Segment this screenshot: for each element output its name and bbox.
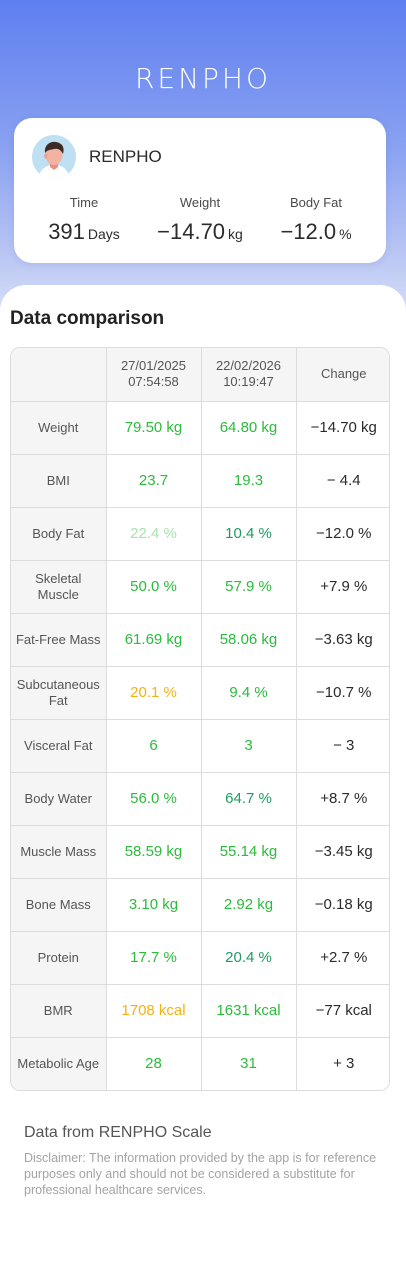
table-row: Muscle Mass 58.59 kg 55.14 kg −3.45 kg [11, 824, 389, 879]
table-row: Bone Mass 3.10 kg 2.92 kg −0.18 kg [11, 877, 389, 932]
row-value-date-1: 3.10 kg [105, 877, 202, 932]
row-metric-label: Weight [11, 400, 107, 455]
row-change: − 3 [295, 718, 389, 773]
row-change: + 3 [295, 1036, 389, 1090]
stat-weight-unit: kg [228, 226, 243, 242]
row-change: −0.18 kg [295, 877, 389, 932]
row-value-date-2: 31 [200, 1036, 297, 1090]
header-change: Change [295, 348, 389, 402]
table-row: Visceral Fat 6 3− 3 [11, 718, 389, 773]
row-value-date-2: 57.9 % [200, 559, 297, 614]
row-value-date-1: 50.0 % [105, 559, 202, 614]
row-value-date-1: 79.50 kg [105, 400, 202, 455]
comparison-table: 27/01/2025 07:54:58 22/02/2026 10:19:47 … [10, 347, 390, 1091]
row-value-date-1: 23.7 [105, 453, 202, 508]
row-value-date-2: 64.7 % [200, 771, 297, 826]
header-date-2-date: 22/02/2026 [215, 358, 282, 374]
row-value-date-1: 6 [105, 718, 202, 773]
row-metric-label: Skeletal Muscle [11, 559, 107, 614]
footer-source: Data from RENPHO Scale [24, 1124, 212, 1141]
header-date-1: 27/01/2025 07:54:58 [105, 348, 202, 402]
row-change: −14.70 kg [295, 400, 389, 455]
stat-body-fat: Body Fat −12.0% [254, 195, 378, 245]
table-row: Skeletal Muscle 50.0 % 57.9 % +7.9 % [11, 559, 389, 614]
row-metric-label: Fat-Free Mass [11, 612, 107, 667]
stat-time-value: 391 [48, 219, 85, 244]
stat-weight-value: −14.70 [157, 219, 226, 244]
stat-weight-label: Weight [179, 195, 221, 210]
header-metric [11, 348, 107, 402]
row-value-date-2: 10.4 % [200, 506, 297, 561]
row-value-date-1: 20.1 % [105, 665, 202, 720]
row-value-date-1: 28 [105, 1036, 202, 1090]
table-row: Subcutaneous Fat 20.1 % 9.4 % −10.7 % [11, 665, 389, 720]
row-value-date-1: 1708 kcal [105, 983, 202, 1038]
table-row: Weight 79.50 kg 64.80 kg −14.70 kg [11, 400, 389, 455]
row-value-date-2: 9.4 % [200, 665, 297, 720]
header-date-1-date: 27/01/2025 [120, 358, 187, 374]
table-row: Body Water 56.0 % 64.7 % +8.7 % [11, 771, 389, 826]
comparison-grid: 27/01/2025 07:54:58 22/02/2026 10:19:47 … [11, 348, 389, 1090]
row-change: −10.7 % [295, 665, 389, 720]
row-metric-label: Bone Mass [11, 877, 107, 932]
stat-body-fat-unit: % [339, 226, 352, 242]
row-metric-label: Muscle Mass [11, 824, 107, 879]
row-metric-label: Subcutaneous Fat [11, 665, 107, 720]
row-value-date-2: 64.80 kg [200, 400, 297, 455]
table-row: Protein 17.7 % 20.4 % +2.7 % [11, 930, 389, 985]
row-metric-label: Metabolic Age [11, 1036, 107, 1090]
table-row: Fat-Free Mass 61.69 kg 58.06 kg −3.63 kg [11, 612, 389, 667]
row-value-date-2: 2.92 kg [200, 877, 297, 932]
row-change: +2.7 % [295, 930, 389, 985]
row-metric-label: BMR [11, 983, 107, 1038]
row-change: −3.63 kg [295, 612, 389, 667]
row-change: +8.7 % [295, 771, 389, 826]
profile-card: RENPHO Time 391 Days Weight −14.70 kg Body… [14, 118, 386, 263]
row-metric-label: Body Water [11, 771, 107, 826]
row-value-date-2: 55.14 kg [200, 824, 297, 879]
row-value-date-2: 20.4 % [200, 930, 297, 985]
row-value-date-1: 17.7 % [105, 930, 202, 985]
row-value-date-1: 58.59 kg [105, 824, 202, 879]
header-date-1-time: 07:54:58 [128, 374, 179, 390]
row-value-date-2: 58.06 kg [200, 612, 297, 667]
header-date-2-time: 10:19:47 [223, 374, 274, 390]
table-row: BMI 23.7 19.3− 4.4 [11, 453, 389, 508]
row-metric-label: Protein [11, 930, 107, 985]
section-title: Data comparison [10, 308, 165, 329]
table-row: Body Fat 22.4 % 10.4 % −12.0 % [11, 506, 389, 561]
table-row: BMR 1708 kcal 1631 kcal −77 kcal [11, 983, 389, 1038]
user-avatar-icon[interactable] [32, 135, 76, 179]
row-value-date-1: 22.4 % [105, 506, 202, 561]
stat-time-unit: Days [87, 226, 120, 242]
table-row: Metabolic Age 28 31 + 3 [11, 1036, 389, 1090]
stat-body-fat-value-wrap: −12.0% [254, 219, 378, 245]
row-metric-label: BMI [11, 453, 107, 508]
row-change: −3.45 kg [295, 824, 389, 879]
row-metric-label: Visceral Fat [11, 718, 107, 773]
row-metric-label: Body Fat [11, 506, 107, 561]
row-value-date-1: 61.69 kg [105, 612, 202, 667]
profile-name: RENPHO [89, 147, 162, 166]
row-change: −77 kcal [295, 983, 389, 1038]
table-header-row: 27/01/2025 07:54:58 22/02/2026 10:19:47 … [11, 348, 389, 402]
row-change: − 4.4 [295, 453, 389, 508]
row-value-date-2: 1631 kcal [200, 983, 297, 1038]
stat-weight: Weight −14.70 kg [138, 195, 262, 245]
row-value-date-1: 56.0 % [105, 771, 202, 826]
stat-time-label: Time [69, 195, 99, 210]
row-value-date-2: 3 [200, 718, 297, 773]
header-date-2: 22/02/2026 10:19:47 [200, 348, 297, 402]
row-change: −12.0 % [295, 506, 389, 561]
row-change: +7.9 % [295, 559, 389, 614]
stat-time-value-wrap: 391 Days [22, 219, 146, 245]
row-value-date-2: 19.3 [200, 453, 297, 508]
stat-body-fat-value: −12.0 [280, 219, 337, 244]
stat-time: Time 391 Days [22, 195, 146, 245]
disclaimer-text: Disclaimer: The information provided by … [24, 1151, 377, 1197]
app-logo: RENPHO [134, 62, 272, 95]
stat-weight-value-wrap: −14.70 kg [138, 219, 262, 245]
stat-body-fat-label: Body Fat [289, 195, 343, 210]
